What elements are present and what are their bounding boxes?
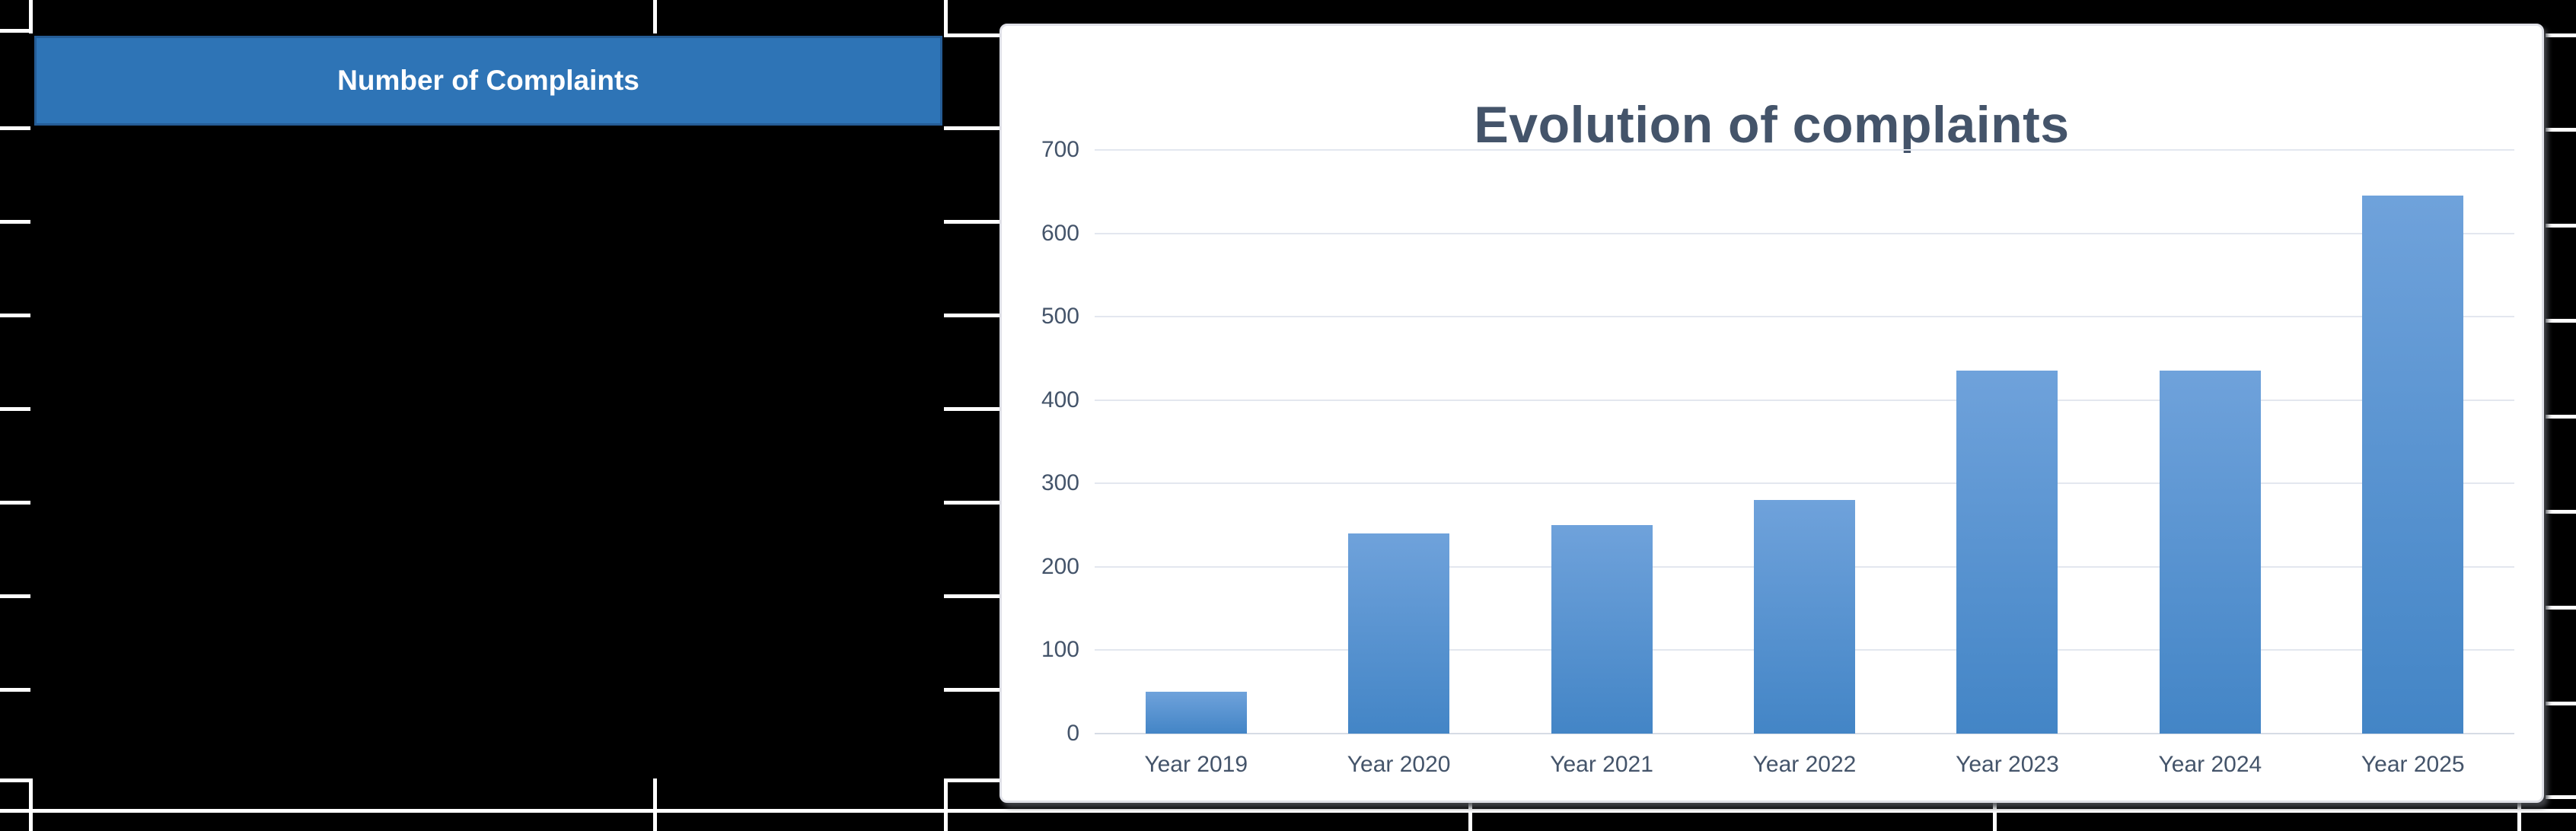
bar-year-2021[interactable] <box>1551 525 1653 734</box>
y-axis-tick-label: 300 <box>1041 470 1079 496</box>
bar-year-2020[interactable] <box>1348 533 1450 734</box>
y-gridline <box>1095 149 2514 151</box>
gridline-stub-vertical-bottom <box>29 778 33 831</box>
gridline-stub-left <box>0 501 30 505</box>
x-axis-tick-label: Year 2019 <box>1144 752 1248 777</box>
gridline-stub-gap <box>944 126 1001 130</box>
gridline-stub-right <box>2546 510 2576 514</box>
y-axis-tick-label: 200 <box>1041 553 1079 579</box>
gridline-bottom-line <box>0 809 2576 813</box>
gridline-stub-right <box>2546 795 2576 799</box>
x-axis-tick-label: Year 2020 <box>1347 752 1451 777</box>
y-gridline <box>1095 482 2514 485</box>
gridline-stub-right <box>2546 224 2576 228</box>
gridline-stub-left <box>0 314 30 317</box>
table-header-label: Number of Complaints <box>337 65 639 96</box>
gridline-stub-left <box>0 29 30 33</box>
gridline-stub-gap <box>944 407 1001 411</box>
bar-year-2024[interactable] <box>2159 371 2261 734</box>
y-axis-tick-label: 100 <box>1041 637 1079 663</box>
gridline-stub-right <box>2546 702 2576 705</box>
gridline-stub-left <box>0 126 30 130</box>
gridline-stub-gap <box>944 220 1001 224</box>
x-axis-tick-label: Year 2025 <box>2361 752 2465 777</box>
gridline-stub-left <box>0 594 30 598</box>
gridline-stub-vertical-bottom <box>944 778 948 831</box>
gridline-stub-right <box>2546 415 2576 419</box>
gridline-stub-left <box>0 407 30 411</box>
gridline-stub-gap <box>944 778 1001 782</box>
gridline-stub-gap <box>944 688 1001 692</box>
y-axis-tick-label: 600 <box>1041 220 1079 246</box>
gridline-stub-left <box>0 688 30 692</box>
gridline-stub-right <box>2546 606 2576 610</box>
table-header-cell[interactable]: Number of Complaints <box>34 36 942 126</box>
gridline-stub-right <box>2546 319 2576 323</box>
y-axis-tick-label: 400 <box>1041 387 1079 412</box>
gridline-stub-right <box>2546 33 2576 37</box>
gridline-stub-right <box>2546 128 2576 132</box>
y-gridline <box>1095 316 2514 318</box>
bar-year-2022[interactable] <box>1754 500 1855 734</box>
gridline-stub-vertical-bottom <box>653 778 657 831</box>
gridline-stub-left <box>0 778 30 782</box>
gridline-stub-left <box>0 220 30 224</box>
x-axis-tick-label: Year 2022 <box>1752 752 1857 777</box>
bar-year-2019[interactable] <box>1145 692 1247 734</box>
y-gridline <box>1095 399 2514 401</box>
gridline-stub-vertical-bottom <box>2517 778 2521 831</box>
x-axis-tick-label: Year 2021 <box>1550 752 1653 777</box>
x-axis-line <box>1095 733 2514 734</box>
chart-area[interactable]: Evolution of complaints 0 100 200 300 400 500… <box>999 24 2544 803</box>
gridline-stub-vertical-top <box>944 0 948 33</box>
gridline-stub-vertical-top <box>29 0 33 33</box>
y-gridline <box>1095 232 2514 234</box>
gridline-stub-gap <box>944 33 1001 37</box>
gridline-stub-vertical-bottom <box>1993 778 1997 831</box>
gridline-stub-vertical-bottom <box>1468 778 1472 831</box>
y-axis-tick-label: 0 <box>1066 721 1079 746</box>
gridline-stub-gap <box>944 314 1001 317</box>
x-axis-tick-label: Year 2023 <box>1956 752 2059 777</box>
chart-title[interactable]: Evolution of complaints <box>1474 96 2070 154</box>
gridline-stub-vertical-top <box>653 0 657 33</box>
y-axis-tick-label: 500 <box>1041 304 1079 330</box>
y-axis-tick-label: 700 <box>1041 137 1079 162</box>
gridline-stub-gap <box>944 594 1001 598</box>
bar-year-2025[interactable] <box>2362 196 2464 734</box>
bar-year-2023[interactable] <box>1956 371 2058 734</box>
gridline-stub-gap <box>944 501 1001 505</box>
x-axis-tick-label: Year 2024 <box>2158 752 2262 777</box>
